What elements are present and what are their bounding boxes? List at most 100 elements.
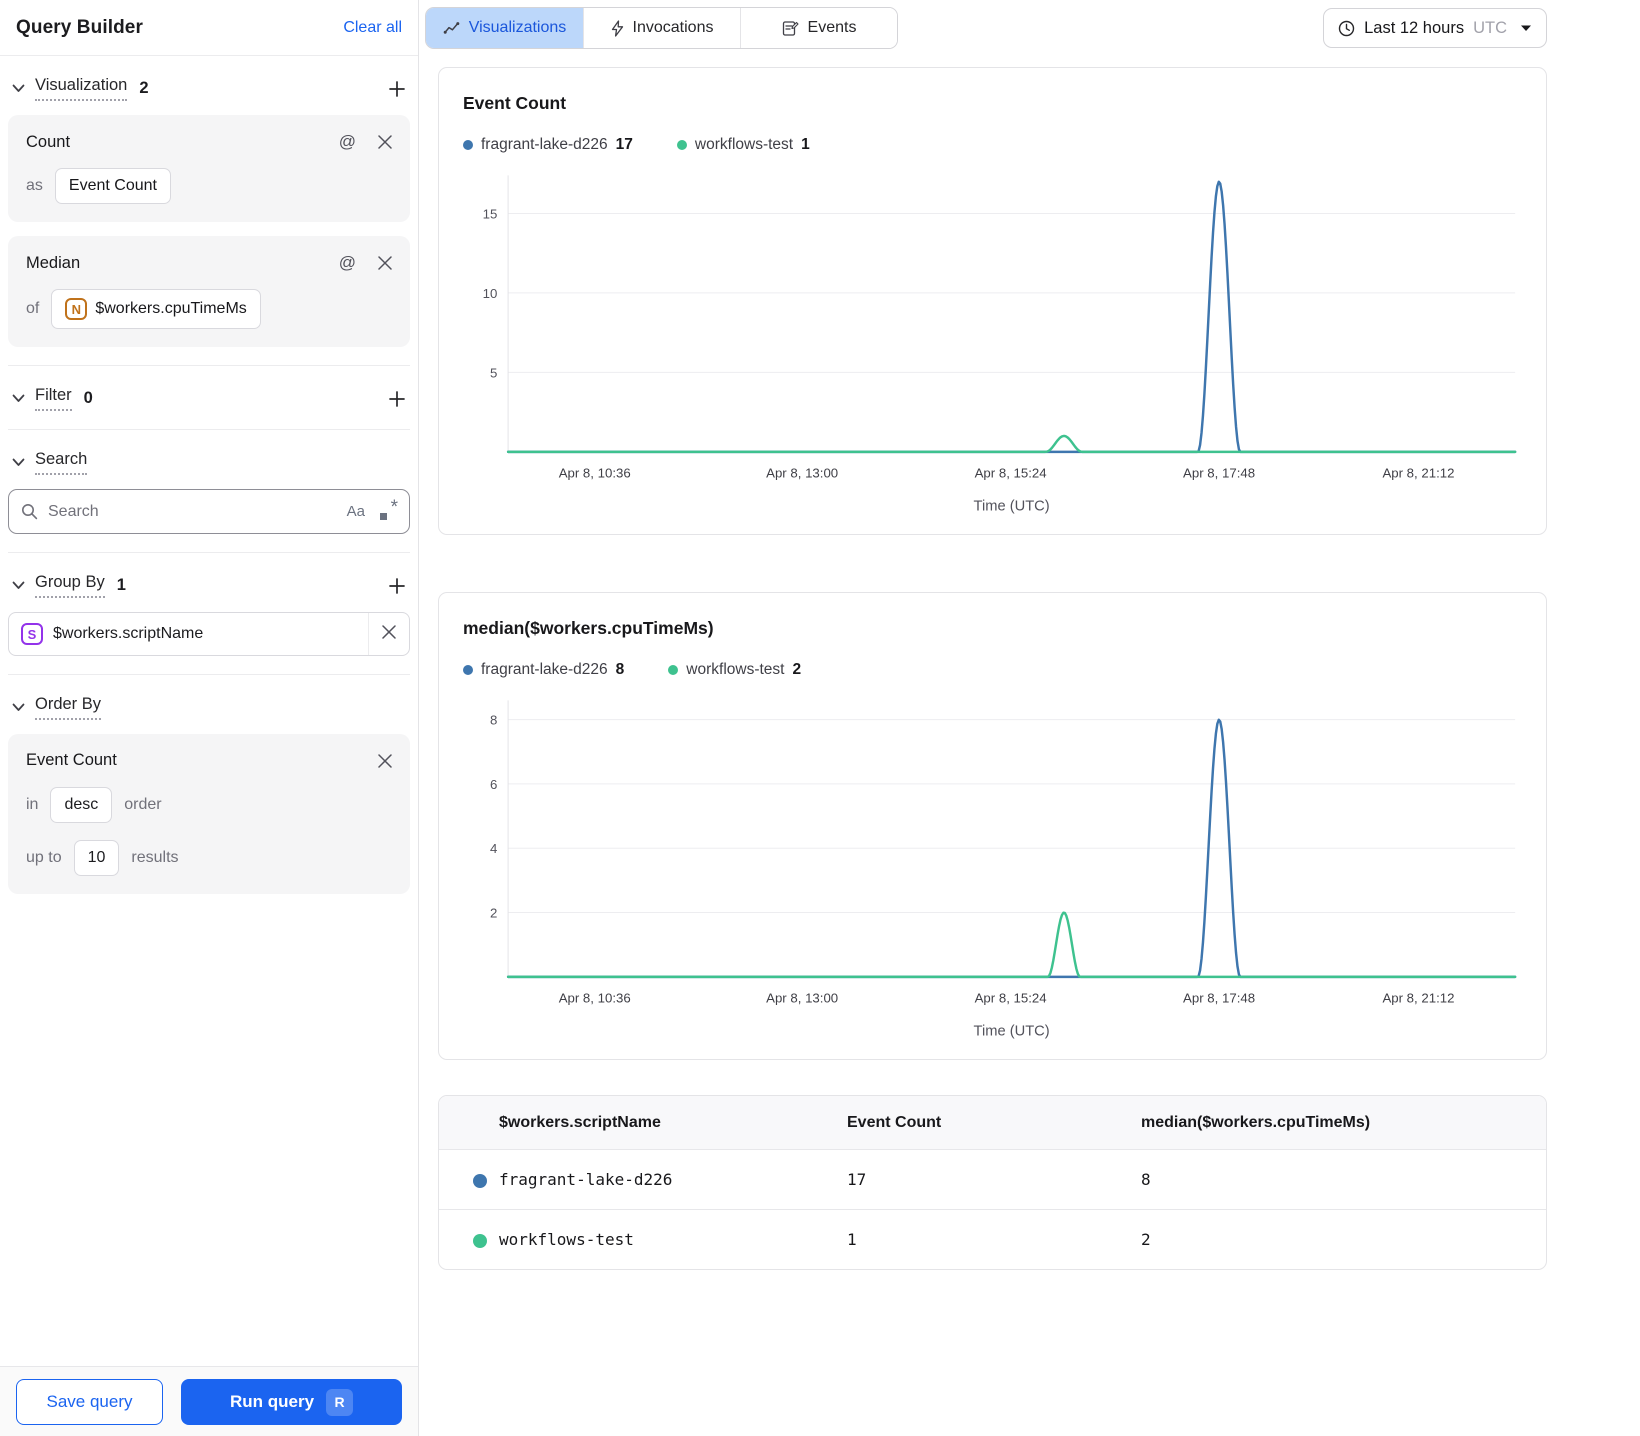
y-tick-label: 2 bbox=[490, 905, 497, 920]
y-tick-label: 4 bbox=[490, 841, 497, 856]
chevron-down-icon[interactable] bbox=[12, 581, 25, 590]
series-line-workflows-test bbox=[506, 911, 1517, 979]
tab-invocations[interactable]: Invocations bbox=[583, 8, 740, 48]
table-row[interactable]: fragrant-lake-d226 17 8 bbox=[439, 1149, 1546, 1210]
numeric-type-icon: N bbox=[65, 298, 88, 320]
legend-item[interactable]: fragrant-lake-d226 8 bbox=[463, 661, 624, 679]
clock-icon bbox=[1338, 20, 1355, 37]
form-icon bbox=[782, 20, 799, 37]
cell-median: 2 bbox=[1141, 1209, 1546, 1269]
x-tick-label: Apr 8, 15:24 bbox=[975, 990, 1047, 1005]
legend-dot-icon bbox=[676, 140, 687, 150]
legend-item[interactable]: fragrant-lake-d226 17 bbox=[463, 136, 633, 154]
group-by-section: Group By 1 S $workers.scriptName bbox=[8, 552, 410, 674]
in-label: in bbox=[26, 796, 39, 813]
chart-title: median($workers.cpuTimeMs) bbox=[463, 618, 714, 638]
regex-icon[interactable]: * bbox=[379, 497, 398, 521]
timezone-label: UTC bbox=[1473, 18, 1507, 37]
legend-series-value: 8 bbox=[615, 661, 625, 678]
chevron-down-icon[interactable] bbox=[12, 84, 25, 93]
search-label: Search bbox=[35, 450, 88, 475]
chevron-down-icon[interactable] bbox=[12, 394, 25, 403]
x-axis-title: Time (UTC) bbox=[974, 499, 1050, 515]
search-section: Search Aa * bbox=[8, 429, 410, 552]
chart-title: Event Count bbox=[463, 93, 567, 113]
legend-series-name: fragrant-lake-d226 bbox=[481, 136, 608, 153]
alias-field-chip[interactable]: Event Count bbox=[54, 168, 171, 204]
series-line-workflows-test bbox=[506, 434, 1517, 454]
tab-events[interactable]: Events bbox=[740, 8, 897, 48]
order-by-label: Order By bbox=[35, 695, 102, 720]
cell-script-name: fragrant-lake-d226 bbox=[499, 1149, 847, 1210]
sidebar-body: Visualization 2 Count @ bbox=[0, 56, 418, 1366]
visualization-card-count: Count @ as Event Count bbox=[8, 115, 410, 222]
series-color-dot bbox=[473, 1233, 487, 1248]
sidebar-header: Query Builder Clear all bbox=[0, 0, 418, 56]
match-case-icon[interactable]: Aa bbox=[346, 503, 365, 520]
filter-count: 0 bbox=[83, 389, 93, 407]
group-by-field: $workers.scriptName bbox=[53, 625, 204, 642]
x-tick-label: Apr 8, 13:00 bbox=[766, 465, 838, 480]
median-cputime-chart-card: median($workers.cpuTimeMs) fragrant-lake… bbox=[438, 592, 1547, 1060]
sort-direction-chip[interactable]: desc bbox=[50, 787, 113, 823]
legend-series-value: 1 bbox=[801, 136, 810, 153]
table-body: fragrant-lake-d226 17 8 workflows-test 1 2 bbox=[439, 1149, 1546, 1269]
limit-chip[interactable]: 10 bbox=[73, 840, 120, 876]
cell-script-name: workflows-test bbox=[499, 1209, 847, 1269]
at-mention-icon[interactable]: @ bbox=[338, 132, 356, 151]
chevron-down-icon[interactable] bbox=[12, 703, 25, 712]
chart-legend: fragrant-lake-d226 8 workflows-test 2 bbox=[463, 661, 1522, 679]
close-icon[interactable] bbox=[378, 135, 392, 149]
series-color-column bbox=[439, 1096, 499, 1150]
group-by-item[interactable]: S $workers.scriptName bbox=[8, 612, 410, 656]
order-by-section: Order By Event Count in desc bbox=[8, 674, 410, 912]
visualization-section-header: Visualization 2 bbox=[8, 76, 410, 101]
close-icon[interactable] bbox=[378, 256, 392, 270]
event-count-header: Event Count bbox=[847, 1114, 942, 1131]
close-icon[interactable] bbox=[368, 613, 409, 655]
x-tick-label: Apr 8, 13:00 bbox=[766, 990, 838, 1005]
add-visualization-button[interactable] bbox=[386, 78, 408, 100]
y-tick-label: 15 bbox=[483, 206, 498, 221]
legend-series-value: 2 bbox=[792, 661, 802, 678]
table-header-row: $workers.scriptName Event Count median($… bbox=[439, 1096, 1546, 1150]
chevron-down-icon[interactable] bbox=[12, 458, 25, 467]
series-color-dot bbox=[473, 1173, 487, 1188]
y-tick-label: 10 bbox=[483, 286, 498, 301]
view-tabs: Visualizations Invocations Events bbox=[425, 7, 898, 49]
at-mention-icon[interactable]: @ bbox=[338, 253, 356, 272]
x-tick-label: Apr 8, 21:12 bbox=[1382, 990, 1454, 1005]
legend-item[interactable]: workflows-test 2 bbox=[668, 661, 801, 679]
up-to-label: up to bbox=[26, 849, 62, 866]
of-label: of bbox=[26, 300, 40, 317]
add-filter-button[interactable] bbox=[386, 388, 408, 410]
clear-all-button[interactable]: Clear all bbox=[343, 18, 402, 36]
legend-series-value: 17 bbox=[615, 136, 633, 153]
time-range-picker[interactable]: Last 12 hours UTC bbox=[1323, 8, 1547, 48]
save-query-button[interactable]: Save query bbox=[16, 1379, 163, 1425]
event-count-chart[interactable]: 5 10 15 Apr 8, 10:36 Apr 8, 13:00 Apr 8, 15:2… bbox=[463, 162, 1522, 524]
close-icon[interactable] bbox=[378, 753, 392, 768]
table-row[interactable]: workflows-test 1 2 bbox=[439, 1209, 1546, 1269]
y-tick-label: 6 bbox=[490, 777, 497, 792]
legend-item[interactable]: workflows-test 1 bbox=[676, 136, 810, 154]
x-tick-label: Apr 8, 17:48 bbox=[1183, 990, 1255, 1005]
legend-series-name: workflows-test bbox=[694, 136, 794, 153]
x-tick-label: Apr 8, 17:48 bbox=[1183, 465, 1255, 480]
search-input[interactable] bbox=[48, 502, 337, 521]
run-query-button[interactable]: Run query R bbox=[181, 1379, 402, 1425]
median-cputime-chart[interactable]: 2 4 6 8 Apr 8, 10:36 Apr 8, 13:00 Apr 8, 15:24… bbox=[463, 687, 1522, 1049]
chart-legend: fragrant-lake-d226 17 workflows-test 1 bbox=[463, 136, 1522, 154]
line-chart-icon bbox=[443, 21, 460, 35]
cell-event-count: 17 bbox=[847, 1149, 1141, 1210]
charts-area: Event Count fragrant-lake-d226 17 workflow… bbox=[419, 56, 1547, 1270]
legend-series-name: fragrant-lake-d226 bbox=[481, 661, 608, 678]
median-field-chip[interactable]: N $workers.cpuTimeMs bbox=[51, 289, 261, 329]
add-group-by-button[interactable] bbox=[386, 575, 408, 597]
string-type-icon: S bbox=[21, 623, 43, 645]
tab-visualizations[interactable]: Visualizations bbox=[426, 8, 583, 48]
visualization-label: Visualization bbox=[35, 76, 128, 101]
results-label: results bbox=[131, 849, 179, 866]
as-label: as bbox=[26, 177, 43, 194]
